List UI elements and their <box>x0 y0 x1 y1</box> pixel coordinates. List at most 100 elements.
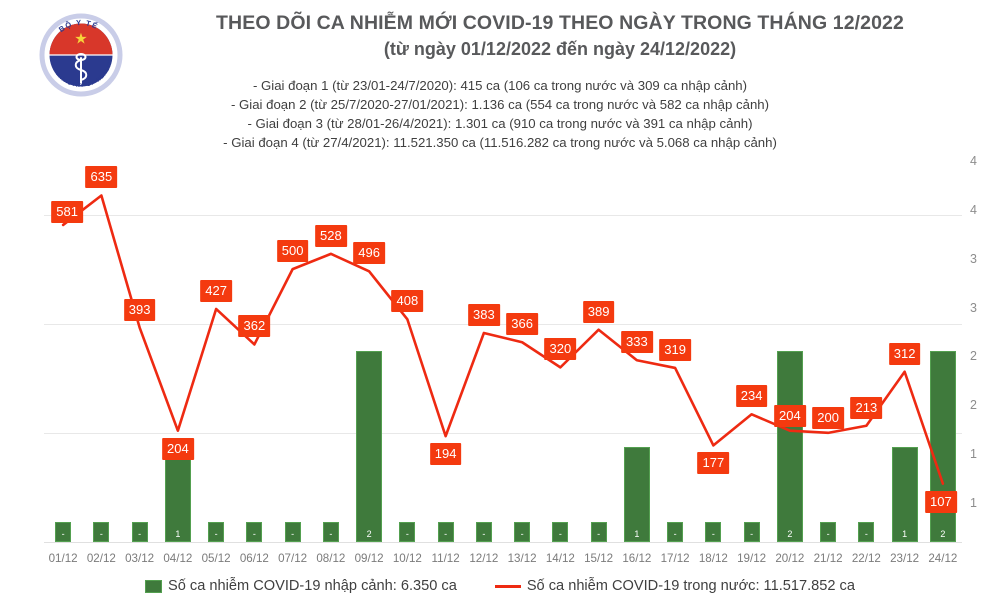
x-axis-tick: 20/12 <box>775 552 805 565</box>
line-value-label: 320 <box>544 338 577 361</box>
phase-line-1: - Giai đoạn 1 (từ 23/01-24/7/2020): 415 … <box>252 78 748 93</box>
x-axis-tick: 21/12 <box>813 552 843 565</box>
bar <box>93 522 110 542</box>
gridline <box>44 323 962 325</box>
bar <box>743 522 760 542</box>
line-value-label: 319 <box>659 338 691 361</box>
axis-baseline <box>44 542 962 543</box>
bar <box>590 522 607 542</box>
page-subtitle: (từ ngày 01/12/2022 đến ngày 24/12/2022) <box>383 39 737 59</box>
line-value-label: 177 <box>697 452 730 475</box>
gridline <box>44 214 962 216</box>
x-axis-tick: 02/12 <box>86 552 116 565</box>
x-axis-tick: 17/12 <box>660 552 690 565</box>
line-value-label: 528 <box>315 224 347 247</box>
bar <box>475 522 492 542</box>
line-value-label: 496 <box>353 242 385 265</box>
line-value-label: 107 <box>925 490 957 513</box>
y-axis-right-tick: 3 <box>970 251 977 266</box>
bar <box>776 351 803 542</box>
bar <box>208 522 225 542</box>
bar <box>552 522 569 542</box>
y-axis-right-tick: 1 <box>970 447 977 462</box>
phase-line-4: - Giai đoạn 4 (từ 27/4/2021): 11.521.350… <box>223 135 777 150</box>
bar <box>246 522 263 542</box>
line-value-label: 427 <box>200 279 232 302</box>
bar-swatch-icon <box>145 579 163 593</box>
line-value-label: 200 <box>812 406 844 429</box>
ministry-of-health-logo: BỘ Y TẾ MINISTRY OF HEALTH <box>38 8 124 100</box>
line-value-label: 366 <box>506 313 538 336</box>
x-axis-tick: 08/12 <box>316 552 346 565</box>
phase-line-3: - Giai đoạn 3 (từ 28/01-26/4/2021): 1.30… <box>247 116 753 131</box>
bar <box>514 522 531 542</box>
line-value-label: 234 <box>735 385 768 408</box>
line-value-label: 408 <box>391 290 424 313</box>
line-value-label: 393 <box>123 298 156 321</box>
bar <box>399 522 416 542</box>
line-series <box>61 194 945 485</box>
x-axis-tick: 18/12 <box>698 552 728 565</box>
chart-legend: Số ca nhiễm COVID-19 nhập cảnh: 6.350 ca… <box>0 578 1000 594</box>
x-axis-tick: 16/12 <box>622 552 652 565</box>
y-axis-right-tick: 1 <box>970 496 977 510</box>
bar <box>858 522 875 542</box>
gridline <box>44 432 962 434</box>
x-axis-tick: 23/12 <box>890 552 920 565</box>
x-axis-tick: 11/12 <box>431 552 460 565</box>
x-axis-tick: 15/12 <box>584 552 614 565</box>
line-swatch-icon <box>494 584 521 588</box>
line-value-label: 333 <box>621 331 653 354</box>
phase-line-2: - Giai đoạn 2 (từ 25/7/2020-27/01/2021):… <box>230 97 770 112</box>
chart-header: BỘ Y TẾ MINISTRY OF HEALTH THEO DÕI CA N… <box>0 0 1000 158</box>
x-axis-tick: 24/12 <box>928 552 958 565</box>
x-axis-tick: 19/12 <box>737 552 767 565</box>
title-block: THEO DÕI CA NHIỄM MỚI COVID-19 THEO NGÀY… <box>140 10 980 62</box>
bar <box>437 522 454 542</box>
x-axis-tick: 12/12 <box>469 552 499 565</box>
x-axis-tick: 07/12 <box>278 552 308 565</box>
line-value-label: 581 <box>51 200 83 223</box>
line-value-label: 362 <box>238 315 271 338</box>
bar <box>284 522 301 542</box>
bar <box>356 351 383 542</box>
legend-item-domestic: Số ca nhiễm COVID-19 trong nước: 11.517.… <box>494 578 855 594</box>
line-value-label: 204 <box>162 437 194 460</box>
phase-summary-list: - Giai đoạn 1 (từ 23/01-24/7/2020): 415 … <box>0 76 1000 152</box>
x-axis-tick: 06/12 <box>239 552 269 565</box>
bar <box>891 446 918 542</box>
bar <box>623 446 650 542</box>
line-value-label: 500 <box>276 240 309 263</box>
bar <box>705 522 722 542</box>
line-value-label: 389 <box>582 300 615 323</box>
y-axis-right-tick: 2 <box>970 349 977 364</box>
bar <box>164 446 191 542</box>
bar <box>667 522 684 542</box>
x-axis-tick: 01/12 <box>48 552 78 565</box>
x-axis-tick: 04/12 <box>163 552 193 565</box>
bar <box>55 522 72 542</box>
x-axis-tick: 14/12 <box>545 552 575 565</box>
y-axis-right-tick: 4 <box>970 154 977 168</box>
legend-item-imported: Số ca nhiễm COVID-19 nhập cảnh: 6.350 ca <box>145 578 457 594</box>
legend-label-domestic: Số ca nhiễm COVID-19 trong nước: 11.517.… <box>526 578 855 594</box>
bar <box>820 522 837 542</box>
x-axis-tick: 05/12 <box>201 552 231 565</box>
line-value-label: 204 <box>774 404 806 427</box>
line-value-label: 383 <box>468 303 500 326</box>
y-axis-right-tick: 3 <box>970 300 977 315</box>
x-axis-tick: 22/12 <box>851 552 881 565</box>
line-value-label: 213 <box>850 396 883 419</box>
bar <box>322 522 339 542</box>
legend-label-imported: Số ca nhiễm COVID-19 nhập cảnh: 6.350 ca <box>168 578 457 594</box>
y-axis-right-tick: 4 <box>970 202 977 217</box>
line-value-label: 635 <box>85 166 118 189</box>
x-axis-tick: 10/12 <box>392 552 422 565</box>
bar <box>131 522 148 542</box>
page-title: THEO DÕI CA NHIỄM MỚI COVID-19 THEO NGÀY… <box>216 12 904 34</box>
y-axis-right-tick: 2 <box>970 398 977 413</box>
line-value-label: 194 <box>429 443 462 466</box>
line-value-label: 312 <box>888 342 921 365</box>
